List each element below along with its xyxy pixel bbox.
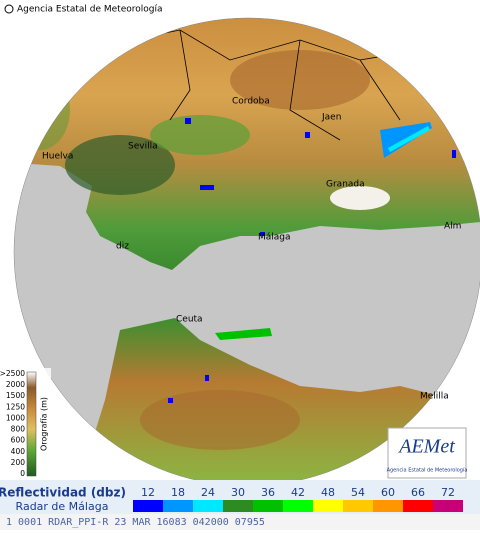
city-label: Sevilla — [128, 142, 158, 152]
city-label: Melilla — [420, 392, 449, 402]
legend-swatch — [373, 500, 403, 512]
orography-label: 1500 — [6, 391, 25, 400]
legend-swatch — [193, 500, 223, 512]
city-label: Málaga — [258, 233, 291, 243]
legend-subtitle: Radar de Málaga — [16, 500, 109, 513]
city-label: diz — [116, 242, 129, 252]
legend-title: Reflectividad (dbz) — [0, 486, 126, 500]
legend-swatch — [343, 500, 373, 512]
orography-label: 2000 — [6, 380, 25, 389]
legend-swatch — [313, 500, 343, 512]
orography-label: 400 — [11, 447, 26, 456]
orography-label: 1250 — [6, 402, 25, 411]
logo-box — [387, 427, 467, 479]
legend-value: 36 — [261, 486, 275, 499]
orography-label: 200 — [11, 458, 26, 467]
legend-swatch — [223, 500, 253, 512]
city-label: Jaen — [321, 113, 341, 123]
legend-value: 24 — [201, 486, 215, 499]
legend-value: 48 — [321, 486, 335, 499]
orography-label: 800 — [11, 425, 26, 434]
legend-value: 72 — [441, 486, 455, 499]
city-label: Cordoba — [232, 97, 270, 107]
orography-bar — [26, 371, 37, 477]
logo-name: AEMet — [397, 436, 455, 458]
orography-label: 600 — [11, 436, 26, 445]
legend-value: 12 — [141, 486, 155, 499]
radar-disk — [14, 18, 480, 480]
legend-value: 30 — [231, 486, 245, 499]
status-line: 1 0001 RDAR_PPI-R 23 MAR 16083 042000 07… — [6, 517, 265, 528]
legend-value: 60 — [381, 486, 395, 499]
legend-value: 42 — [291, 486, 305, 499]
agency-header: Agencia Estatal de Meteorología — [17, 5, 163, 15]
legend-swatch — [283, 500, 313, 512]
orography-label: >2500 — [0, 369, 25, 378]
legend-swatch — [253, 500, 283, 512]
legend-value: 66 — [411, 486, 425, 499]
legend-swatch — [163, 500, 193, 512]
city-label: Huelva — [42, 152, 73, 162]
legend-value: 54 — [351, 486, 365, 499]
legend-swatch — [403, 500, 433, 512]
legend-value: 18 — [171, 486, 185, 499]
orography-label: 0 — [20, 469, 25, 478]
agency-icon — [4, 4, 14, 14]
city-label: Alm — [444, 222, 461, 232]
legend-swatch — [433, 500, 463, 512]
logo-subtitle: Agencia Estatal de Meteorología — [387, 467, 468, 474]
city-label: Ceuta — [176, 315, 203, 325]
orography-label: 1000 — [6, 413, 25, 422]
city-label: Granada — [326, 180, 365, 190]
legend-swatch — [133, 500, 163, 512]
orography-title: Orografía (m) — [40, 397, 49, 451]
